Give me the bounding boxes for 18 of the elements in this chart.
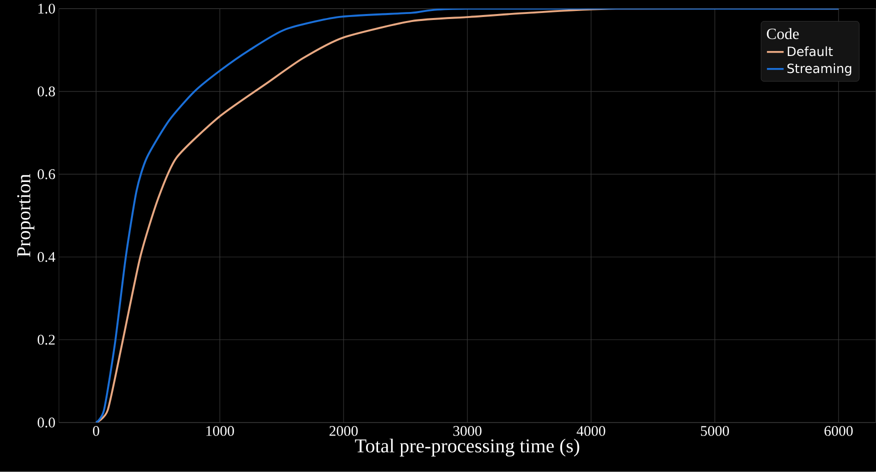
x-axis-title: Total pre-processing time (s) (355, 438, 580, 457)
x-tick-label: 5000 (701, 426, 729, 436)
x-tick-label: 3000 (453, 426, 482, 436)
x-tick-label: 6000 (824, 426, 853, 436)
x-tick-label: 2000 (330, 426, 358, 436)
y-axis-title: Proportion (17, 174, 34, 258)
legend-label: Default (788, 46, 833, 56)
y-tick-label: 1.0 (38, 4, 55, 14)
x-tick-label: 4000 (576, 426, 606, 436)
y-tick-label: 0.8 (38, 86, 55, 97)
y-tick-label: 0.6 (38, 169, 56, 180)
y-tick-label: 0.2 (38, 334, 55, 345)
legend-title: Code (766, 28, 799, 40)
y-tick-label: 0.4 (38, 252, 56, 262)
y-tick-label: 0.0 (38, 418, 55, 428)
x-tick-label: 1000 (206, 426, 234, 436)
legend-label: Streaming (787, 64, 852, 76)
x-tick-label: 0 (92, 426, 100, 436)
